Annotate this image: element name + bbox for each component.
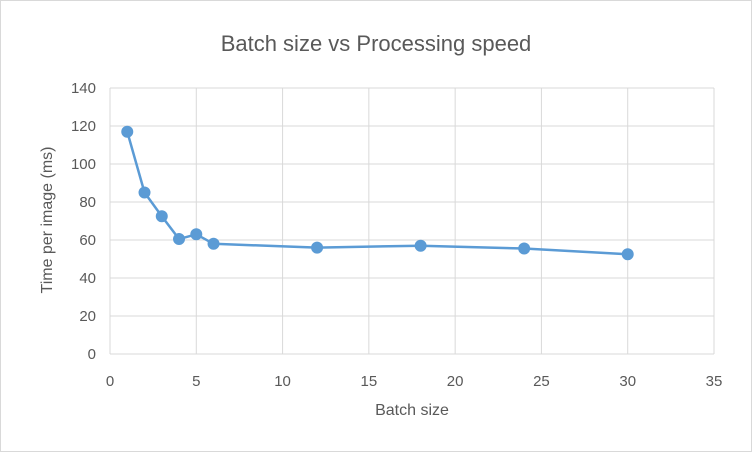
data-point bbox=[155, 210, 168, 223]
x-axis-label: Batch size bbox=[375, 402, 449, 419]
y-tick-label: 60 bbox=[79, 232, 96, 249]
data-point bbox=[414, 239, 427, 252]
y-tick-label: 40 bbox=[79, 270, 96, 287]
data-point bbox=[311, 241, 324, 254]
x-tick-label: 0 bbox=[106, 373, 114, 390]
chart-title: Batch size vs Processing speed bbox=[221, 31, 532, 56]
series-group bbox=[121, 125, 634, 261]
data-point bbox=[207, 237, 220, 250]
y-tick-label: 0 bbox=[88, 346, 96, 363]
gridlines bbox=[109, 87, 715, 355]
y-tick-label: 20 bbox=[79, 308, 96, 325]
y-tick-labels: 0 20 40 60 80 100 120 140 bbox=[71, 80, 96, 363]
data-point bbox=[121, 125, 134, 138]
x-tick-label: 5 bbox=[192, 373, 200, 390]
x-tick-label: 25 bbox=[533, 373, 550, 390]
x-tick-label: 10 bbox=[274, 373, 291, 390]
y-tick-label: 100 bbox=[71, 156, 96, 173]
x-tick-label: 20 bbox=[447, 373, 464, 390]
data-point bbox=[518, 242, 531, 255]
data-point bbox=[138, 186, 151, 199]
y-tick-label: 140 bbox=[71, 80, 96, 97]
y-axis-label: Time per image (ms) bbox=[39, 147, 56, 294]
y-tick-label: 80 bbox=[79, 194, 96, 211]
x-tick-label: 15 bbox=[361, 373, 378, 390]
data-point bbox=[621, 248, 634, 261]
series-line bbox=[126, 131, 628, 256]
x-tick-label: 30 bbox=[619, 373, 636, 390]
data-point bbox=[173, 233, 186, 246]
y-tick-label: 120 bbox=[71, 118, 96, 135]
x-tick-label: 35 bbox=[706, 373, 723, 390]
x-tick-labels: 0 5 10 15 20 25 30 35 bbox=[106, 373, 723, 390]
data-point bbox=[190, 228, 203, 241]
